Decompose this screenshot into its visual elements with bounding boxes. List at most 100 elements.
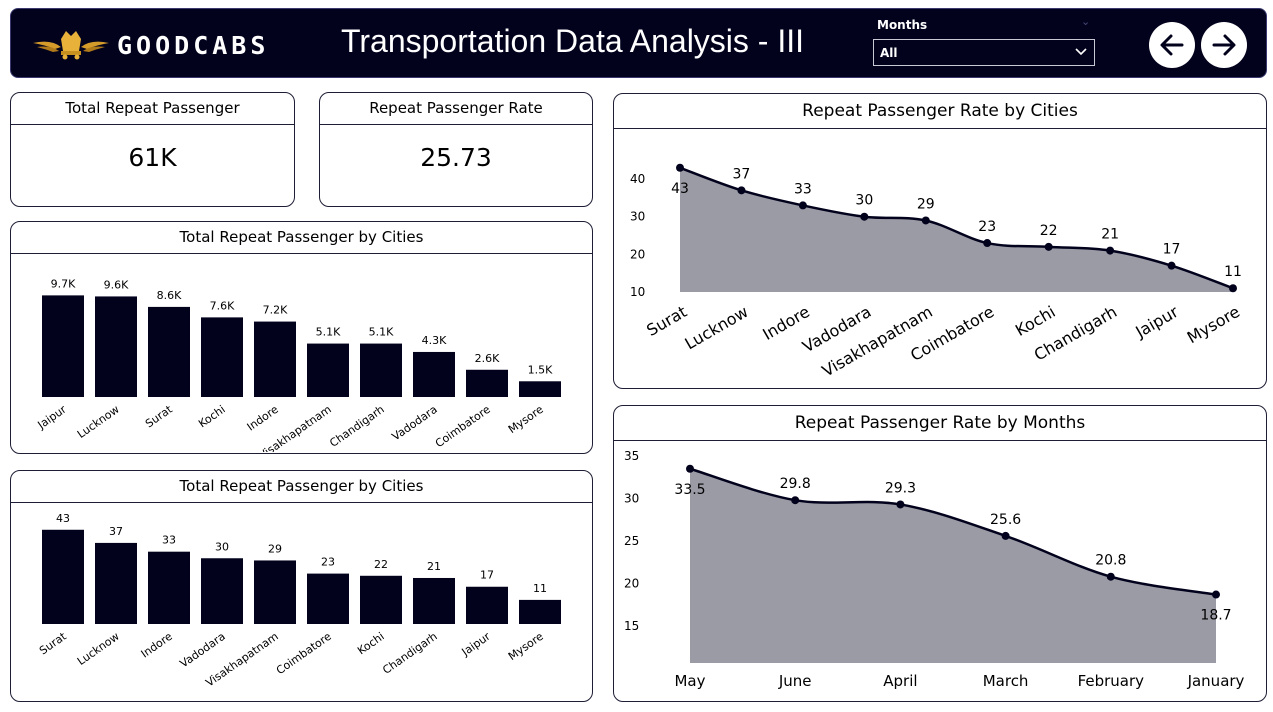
series-line [689,467,1217,596]
months-filter-select[interactable]: All [873,39,1095,66]
data-label: 4.3K [422,334,447,347]
bar [360,343,402,397]
data-label: 17 [1163,242,1181,258]
data-label: 11 [1224,264,1242,280]
x-tick-label: Mysore [506,403,546,436]
data-label: 29.3 [885,480,916,496]
x-tick-label: Chandigarh [327,403,386,450]
data-label: 43 [671,181,689,197]
x-tick-label: Kochi [1012,302,1059,340]
chart-card-repeat-rate-by-cities-bar: Total Repeat Passenger by Cities 43 Surat… [10,470,593,702]
y-tick-label: 30 [630,210,645,224]
months-filter-value: All [880,46,898,60]
x-tick-label: Surat [143,402,175,430]
data-label: 9.7K [51,277,76,290]
bar [307,343,349,397]
data-point [1106,246,1115,255]
x-tick-label: June [778,672,812,690]
bar [148,306,190,397]
bar [519,599,561,624]
x-tick-label: April [883,672,917,690]
area-chart-repeat-rate-by-cities: 1020304043Surat37Lucknow33Indore30Vadoda… [630,163,1243,381]
data-label: 33 [162,534,176,547]
data-point [1106,572,1115,581]
bar [42,529,84,624]
data-label: 1.5K [528,363,553,376]
data-label: 7.2K [263,304,288,317]
data-label: 20.8 [1095,553,1126,569]
forward-button[interactable] [1201,22,1247,68]
chevron-down-icon [1075,48,1087,56]
chart-title: Repeat Passenger Rate by Months [614,406,1266,441]
data-label: 5.1K [369,326,394,339]
data-label: 8.6K [157,289,182,302]
chart-title: Total Repeat Passenger by Cities [11,222,592,254]
data-point [737,186,746,195]
bar [201,317,243,397]
x-tick-label: Coimbatore [433,403,493,450]
chart-card-repeat-passenger-by-cities: Total Repeat Passenger by Cities 9.7K Jai… [10,221,593,454]
bar [466,369,508,397]
x-tick-label: Lucknow [75,403,122,441]
x-tick-label: Coimbatore [274,630,334,677]
data-label: 5.1K [316,326,341,339]
bar [254,321,296,397]
back-button[interactable] [1149,22,1195,68]
bar [466,586,508,624]
data-point [798,201,807,210]
data-point [676,163,684,172]
y-tick-label: 10 [630,285,645,299]
x-tick-label: Indore [245,403,281,434]
x-tick-label: Kochi [196,403,228,431]
data-label: 22 [1040,223,1058,239]
chart-card-repeat-rate-by-cities-area: Repeat Passenger Rate by Cities 10 20 30 40… [613,93,1267,389]
area-fill [680,167,1233,292]
chart-card-repeat-rate-by-months: Repeat Passenger Rate by Months 15 20 25 30… [613,405,1267,702]
x-tick-label: Jaipur [35,403,69,433]
bar [148,551,190,624]
chart-title: Repeat Passenger Rate by Cities [614,94,1266,129]
x-tick-label: Vadodara [178,630,228,671]
x-tick-label: Chandigarh [380,630,439,677]
data-label: 29 [917,196,935,212]
x-tick-label: February [1078,672,1145,690]
y-tick-label: 20 [630,247,645,261]
x-tick-label: Surat [643,302,690,340]
series-line [679,166,1234,290]
bar-chart-repeat-passenger-by-cities: 9.7K Jaipur 9.6K Lucknow 8.6K Surat 7.6K Kochi 7… [35,277,561,452]
x-tick-label: March [983,672,1029,690]
bar [95,542,137,624]
data-label: 21 [427,560,441,573]
kpi-label: Total Repeat Passenger [11,93,294,125]
arrow-right-icon [1212,34,1236,56]
data-label: 25.6 [990,512,1021,528]
data-label: 23 [978,219,996,235]
page-title: Transportation Data Analysis - III [341,23,805,59]
data-label: 33.5 [674,482,705,498]
kpi-label: Repeat Passenger Rate [320,93,592,125]
x-tick-label: Jaipur [1131,302,1181,342]
data-label: 30 [855,193,873,209]
data-label: 18.7 [1200,608,1231,624]
bar [413,577,455,624]
data-point [686,464,694,473]
kpi-card-repeat-passenger-rate: Repeat Passenger Rate 25.73 [319,92,593,207]
x-tick-label: Vadodara [390,403,440,444]
y-tick-label: 20 [624,577,639,591]
data-label: 9.6K [104,278,129,291]
bar-chart-repeat-rate-by-cities: 43Surat37Lucknow33Indore30Vadodara29Visa… [37,512,561,689]
y-tick-label: 15 [624,619,639,633]
data-point [1167,261,1176,270]
chevron-down-icon: ⌄ [1081,15,1091,28]
data-point [1212,590,1220,599]
data-label: 23 [321,556,335,569]
x-tick-label: Mysore [1184,302,1243,347]
data-point [983,239,992,248]
x-tick-label: Jaipur [459,630,493,660]
x-tick-label: May [674,672,705,690]
data-label: 7.6K [210,299,235,312]
x-tick-label: January [1187,672,1245,690]
bar [413,351,455,397]
area-chart-repeat-rate-by-months: 15 20 25 30 35 33.5 May 29.8 June 29.3 April 25.6 Ma… [624,449,1245,690]
data-point [1001,531,1010,540]
